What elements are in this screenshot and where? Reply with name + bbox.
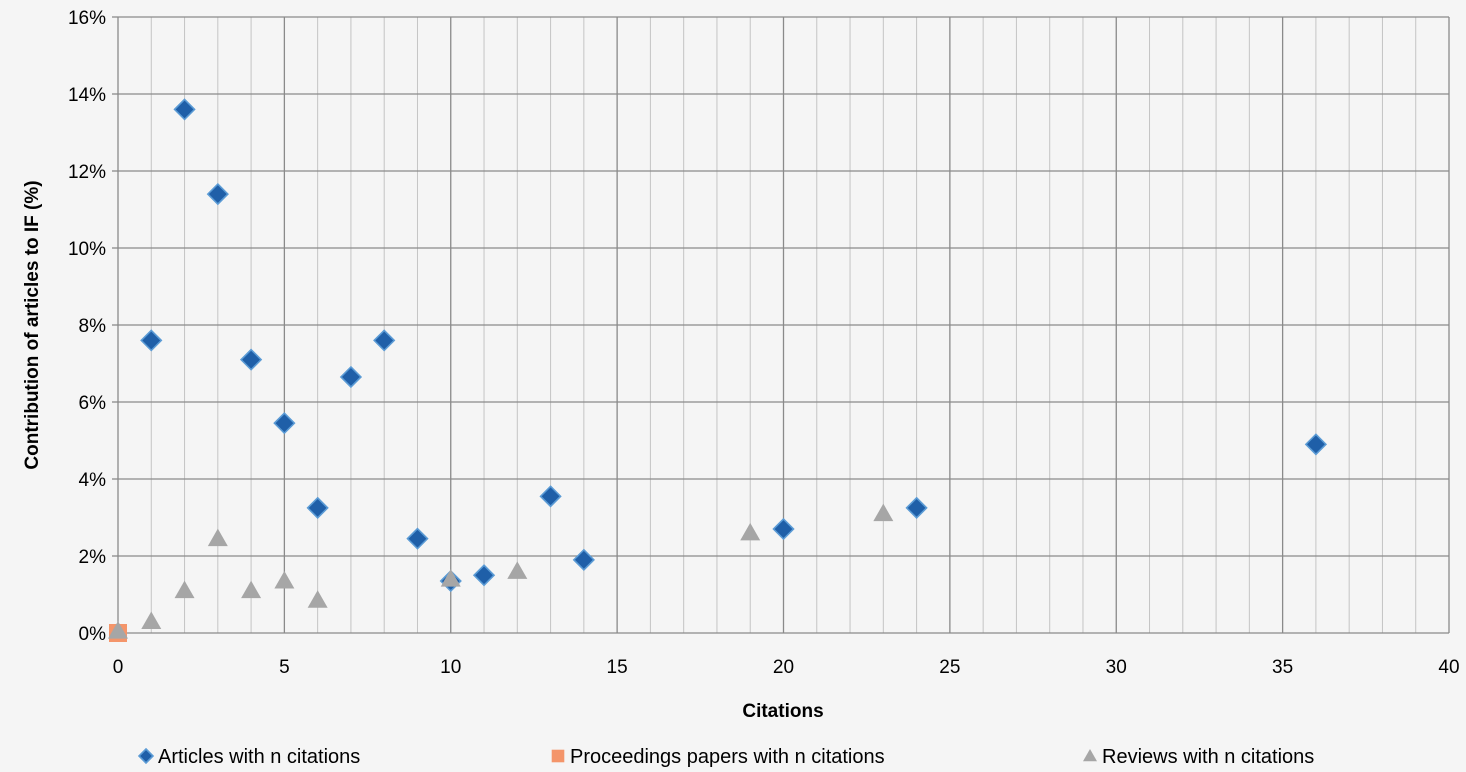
legend-label: Proceedings papers with n citations bbox=[570, 746, 885, 768]
review-point bbox=[108, 621, 128, 639]
article-point bbox=[339, 365, 363, 389]
x-tick-label: 5 bbox=[279, 657, 290, 678]
legend-article-point-icon bbox=[137, 747, 155, 765]
review-point bbox=[873, 503, 894, 522]
x-tick-label: 10 bbox=[440, 657, 461, 678]
review-point bbox=[274, 571, 295, 589]
legend-item: Articles with n citations bbox=[137, 746, 360, 768]
article-point bbox=[140, 329, 163, 352]
article-point bbox=[239, 348, 263, 371]
tick-labels: 0 5 10 15 20 25 30 35 40 0% 2% 4% 6% 8% 10% 12% 14% 16% bbox=[68, 8, 1460, 678]
legend-label: Articles with n citations bbox=[158, 746, 360, 768]
legend-item: Reviews with n citations bbox=[1083, 746, 1314, 768]
y-tick-label: 4% bbox=[79, 470, 107, 491]
article-point bbox=[1304, 433, 1328, 456]
legend-item: Proceedings papers with n citations bbox=[551, 746, 885, 768]
series-diamond bbox=[140, 98, 1328, 593]
review-point bbox=[440, 569, 461, 587]
x-tick-label: 35 bbox=[1272, 657, 1293, 678]
article-point bbox=[905, 496, 928, 520]
article-point bbox=[406, 527, 429, 550]
x-tick-label: 30 bbox=[1106, 657, 1127, 678]
review-point bbox=[141, 611, 162, 629]
review-point bbox=[207, 528, 228, 547]
review-point bbox=[507, 561, 528, 579]
series-triangle bbox=[108, 503, 894, 639]
x-tick-label: 40 bbox=[1438, 657, 1459, 678]
y-tick-label: 0% bbox=[79, 624, 107, 645]
y-tick-label: 12% bbox=[68, 162, 106, 183]
legend-label: Reviews with n citations bbox=[1102, 746, 1314, 768]
legend: Articles with n citations Proceedings pap… bbox=[137, 746, 1314, 768]
review-point bbox=[740, 522, 761, 541]
article-point bbox=[173, 98, 196, 121]
article-point bbox=[206, 182, 229, 206]
article-point bbox=[772, 517, 795, 541]
y-tick-label: 10% bbox=[68, 239, 106, 260]
x-axis-title: Citations bbox=[742, 701, 823, 722]
review-point bbox=[174, 580, 195, 599]
y-tick-label: 2% bbox=[79, 547, 107, 568]
y-tick-label: 8% bbox=[79, 316, 107, 337]
gridlines bbox=[112, 16, 1450, 634]
article-point bbox=[373, 329, 396, 352]
x-tick-label: 0 bbox=[113, 657, 124, 678]
y-tick-label: 6% bbox=[79, 393, 107, 414]
x-tick-label: 15 bbox=[607, 657, 628, 678]
legend-proceedings-point-icon bbox=[551, 749, 565, 763]
article-point bbox=[572, 548, 595, 571]
legend-review-point-icon bbox=[1083, 749, 1097, 762]
article-point bbox=[539, 485, 562, 508]
review-point bbox=[307, 590, 328, 608]
data-points bbox=[108, 98, 1328, 642]
review-point bbox=[241, 580, 262, 599]
x-tick-label: 25 bbox=[939, 657, 960, 678]
y-axis-title: Contribution of articles to IF (%) bbox=[22, 180, 43, 469]
x-tick-label: 20 bbox=[773, 657, 794, 678]
article-point bbox=[472, 564, 496, 587]
y-tick-label: 16% bbox=[68, 8, 106, 29]
article-point bbox=[306, 496, 329, 520]
article-point bbox=[273, 412, 296, 435]
y-tick-label: 14% bbox=[68, 85, 106, 106]
